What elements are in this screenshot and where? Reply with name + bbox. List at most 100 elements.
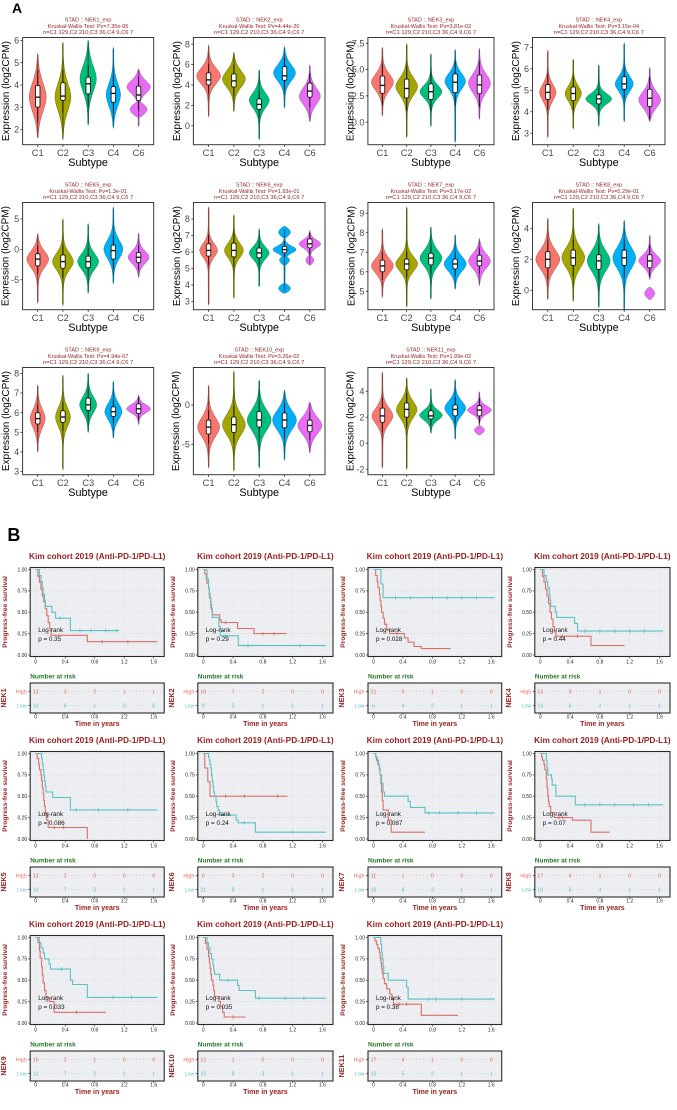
svg-text:n=C1 129,C2 210,C3 36,C4 9,C6: n=C1 129,C2 210,C3 36,C4 9,C6 7 (214, 360, 304, 366)
svg-text:STAD :: NEK2_exp: STAD :: NEK2_exp (236, 18, 283, 24)
svg-text:0: 0 (14, 245, 19, 255)
svg-text:0: 0 (202, 899, 205, 905)
svg-text:4: 4 (401, 704, 404, 710)
svg-text:0: 0 (372, 899, 375, 905)
svg-text:0.75: 0.75 (17, 957, 27, 963)
svg-text:1: 1 (490, 704, 493, 710)
svg-text:p = 0.028: p = 0.028 (376, 636, 403, 643)
svg-text:C6: C6 (473, 313, 485, 323)
svg-text:High: High (183, 690, 194, 696)
svg-text:0.50: 0.50 (185, 610, 195, 616)
svg-text:Time in years: Time in years (413, 905, 458, 912)
svg-text:1: 1 (93, 1058, 96, 1064)
svg-text:C2: C2 (401, 478, 413, 488)
svg-text:0.50: 0.50 (355, 978, 365, 984)
svg-text:1.6: 1.6 (488, 660, 495, 666)
svg-text:STAD :: NEK3_exp: STAD :: NEK3_exp (408, 18, 455, 24)
svg-text:Progress-free survival: Progress-free survival (170, 944, 177, 1016)
svg-text:0.8: 0.8 (91, 1083, 98, 1089)
svg-text:p = 0.07: p = 0.07 (543, 820, 566, 827)
svg-text:0.00: 0.00 (185, 837, 195, 843)
svg-text:C6: C6 (644, 313, 656, 323)
svg-text:1.2: 1.2 (289, 899, 296, 905)
svg-text:Kruskal-Wallis Test: Pv=4.94e-: Kruskal-Wallis Test: Pv=4.94e-07 (48, 354, 129, 360)
svg-text:Subtype: Subtype (411, 487, 451, 499)
svg-text:Progress-free survival: Progress-free survival (340, 944, 347, 1016)
svg-text:0.50: 0.50 (17, 794, 27, 800)
svg-text:4: 4 (185, 280, 190, 290)
svg-text:10: 10 (537, 888, 543, 894)
svg-text:Kruskal-Wallis Test: Pv=4.44e-: Kruskal-Wallis Test: Pv=4.44e-20 (219, 24, 300, 30)
svg-text:C1: C1 (203, 478, 215, 488)
svg-text:C4: C4 (279, 148, 291, 158)
svg-text:C1: C1 (32, 313, 44, 323)
svg-text:0.4: 0.4 (399, 844, 406, 850)
svg-text:0: 0 (202, 1028, 205, 1034)
svg-text:11: 11 (33, 1072, 38, 1078)
svg-text:0: 0 (185, 121, 190, 131)
svg-text:p = 0.29: p = 0.29 (206, 636, 229, 643)
svg-text:8: 8 (185, 214, 190, 224)
svg-text:6: 6 (359, 267, 364, 277)
svg-text:Subtype: Subtype (239, 157, 279, 169)
svg-text:1.2: 1.2 (121, 1028, 128, 1034)
svg-text:3: 3 (524, 128, 529, 138)
svg-text:0.00: 0.00 (355, 1021, 365, 1027)
svg-text:0.4: 0.4 (62, 899, 69, 905)
svg-text:C3: C3 (253, 478, 265, 488)
svg-text:10: 10 (371, 1072, 377, 1078)
svg-text:16: 16 (371, 888, 377, 894)
svg-text:0: 0 (34, 899, 37, 905)
svg-text:1: 1 (152, 888, 155, 894)
svg-text:1.2: 1.2 (626, 715, 633, 721)
svg-text:0: 0 (359, 438, 364, 448)
svg-text:0: 0 (93, 874, 96, 880)
svg-text:0.4: 0.4 (567, 844, 574, 850)
svg-text:0: 0 (202, 844, 205, 850)
svg-text:Expression (log2CPM): Expression (log2CPM) (171, 371, 182, 471)
svg-text:1: 1 (490, 1072, 493, 1078)
svg-text:High: High (16, 690, 27, 696)
svg-text:Expression (log2CPM): Expression (log2CPM) (0, 206, 11, 306)
svg-text:C6: C6 (133, 148, 145, 158)
svg-text:Kim cohort 2019 (Anti-PD-1/PD-: Kim cohort 2019 (Anti-PD-1/PD-L1) (367, 735, 504, 745)
svg-text:7: 7 (185, 231, 190, 241)
svg-text:0.8: 0.8 (429, 715, 436, 721)
svg-text:Time in years: Time in years (243, 721, 288, 728)
svg-text:C1: C1 (203, 313, 215, 323)
svg-text:High: High (354, 690, 365, 696)
svg-text:1: 1 (321, 704, 324, 710)
svg-text:3: 3 (93, 888, 96, 894)
svg-text:1: 1 (628, 704, 631, 710)
svg-text:0: 0 (291, 690, 294, 696)
svg-text:0.00: 0.00 (522, 653, 532, 659)
svg-text:STAD :: NEK8_exp: STAD :: NEK8_exp (575, 183, 622, 189)
svg-text:Log-rank: Log-rank (206, 627, 232, 634)
svg-text:NEK9: NEK9 (0, 1056, 8, 1075)
svg-text:C3: C3 (593, 313, 605, 323)
svg-text:3: 3 (14, 102, 19, 112)
svg-text:0.50: 0.50 (17, 978, 27, 984)
svg-text:0: 0 (202, 715, 205, 721)
svg-text:Low: Low (17, 704, 27, 710)
svg-text:0.25: 0.25 (355, 815, 365, 821)
svg-text:0: 0 (460, 1058, 463, 1064)
svg-text:2: 2 (431, 704, 434, 710)
svg-text:p = 0.35: p = 0.35 (38, 636, 61, 643)
svg-text:1.6: 1.6 (150, 1083, 157, 1089)
svg-text:STAD :: NEK1_exp: STAD :: NEK1_exp (65, 18, 112, 24)
svg-text:8: 8 (401, 888, 404, 894)
svg-text:C4: C4 (618, 313, 630, 323)
svg-text:0: 0 (490, 690, 493, 696)
svg-text:Number at risk: Number at risk (535, 858, 581, 865)
svg-text:C3: C3 (425, 148, 437, 158)
svg-text:Progress-free survival: Progress-free survival (2, 760, 9, 832)
svg-text:1.2: 1.2 (289, 844, 296, 850)
svg-text:13: 13 (33, 874, 39, 880)
svg-text:C4: C4 (107, 313, 119, 323)
svg-text:18: 18 (200, 690, 206, 696)
svg-text:1.2: 1.2 (626, 899, 633, 905)
svg-text:0.4: 0.4 (230, 660, 237, 666)
svg-text:1.6: 1.6 (488, 899, 495, 905)
svg-text:0: 0 (490, 1058, 493, 1064)
